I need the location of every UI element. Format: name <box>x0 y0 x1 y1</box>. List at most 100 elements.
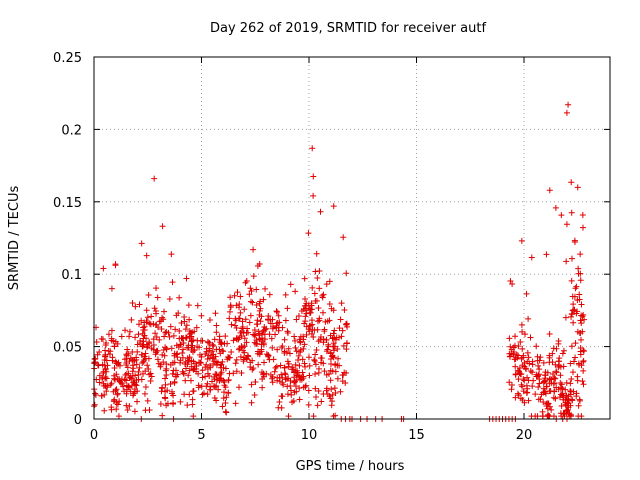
data-point <box>170 367 177 374</box>
data-point <box>105 331 112 338</box>
data-point <box>262 326 269 333</box>
data-point <box>168 251 175 258</box>
data-point <box>263 370 270 377</box>
data-point <box>205 339 212 346</box>
data-point <box>296 385 303 392</box>
data-point <box>567 360 574 367</box>
data-point <box>128 316 135 323</box>
data-point <box>206 355 213 362</box>
data-point <box>170 332 177 339</box>
data-point <box>272 364 279 371</box>
data-point <box>323 348 330 355</box>
data-point <box>271 368 278 375</box>
data-point <box>202 373 209 380</box>
data-point <box>305 354 312 361</box>
data-point <box>519 396 526 403</box>
data-point <box>247 285 254 292</box>
data-point <box>194 337 201 344</box>
data-point <box>222 365 229 372</box>
data-point <box>334 375 341 382</box>
data-point <box>138 240 145 247</box>
data-point <box>143 307 150 314</box>
data-point <box>133 354 140 361</box>
data-point <box>568 375 575 382</box>
data-point <box>209 341 216 348</box>
data-point <box>129 300 136 307</box>
data-point <box>158 384 165 391</box>
data-point <box>546 403 553 410</box>
data-point <box>571 239 578 246</box>
data-point <box>114 391 121 398</box>
data-point <box>326 301 333 308</box>
data-point <box>552 375 559 382</box>
data-point <box>265 352 272 359</box>
data-point <box>106 351 113 358</box>
data-point <box>211 395 218 402</box>
data-point <box>255 328 262 335</box>
data-point <box>579 378 586 385</box>
data-point <box>186 335 193 342</box>
data-point <box>259 375 266 382</box>
data-point <box>125 370 132 377</box>
data-point <box>154 347 161 354</box>
data-point <box>126 384 133 391</box>
data-point <box>144 397 151 404</box>
data-point <box>320 339 327 346</box>
data-point <box>254 263 261 270</box>
data-point <box>151 175 158 182</box>
data-point <box>249 299 256 306</box>
x-tick-label: 15 <box>408 428 425 443</box>
data-point <box>254 350 261 357</box>
data-point <box>301 341 308 348</box>
data-point <box>250 365 257 372</box>
data-point <box>296 396 303 403</box>
data-point <box>186 328 193 335</box>
data-point <box>574 328 581 335</box>
data-point <box>291 333 298 340</box>
data-point <box>124 407 131 414</box>
data-point <box>227 303 234 310</box>
data-point <box>326 317 333 324</box>
plot-frame <box>93 56 611 420</box>
data-point <box>236 345 243 352</box>
data-point <box>305 230 312 237</box>
data-point <box>162 375 169 382</box>
data-point <box>516 368 523 375</box>
data-point <box>248 287 255 294</box>
data-point <box>524 374 531 381</box>
data-point <box>567 391 574 398</box>
data-point <box>123 377 130 384</box>
data-point <box>527 367 534 374</box>
data-point <box>209 348 216 355</box>
data-point <box>108 285 115 292</box>
data-point <box>568 343 575 350</box>
data-point <box>570 388 577 395</box>
y-tick-label: 0.15 <box>53 196 82 211</box>
data-point <box>343 340 350 347</box>
data-point <box>141 323 148 330</box>
data-point <box>195 370 202 377</box>
data-point <box>550 345 557 352</box>
data-point <box>182 334 189 341</box>
data-point <box>153 333 160 340</box>
data-point <box>159 223 166 230</box>
data-point <box>525 397 532 404</box>
data-point <box>532 391 539 398</box>
data-point <box>167 381 174 388</box>
data-point <box>142 368 149 375</box>
data-point <box>156 318 163 325</box>
data-point <box>96 349 103 356</box>
data-point <box>226 315 233 322</box>
data-point <box>154 356 161 363</box>
data-point <box>213 346 220 353</box>
data-point <box>134 348 141 355</box>
data-point <box>202 350 209 357</box>
data-point <box>549 359 556 366</box>
data-point <box>113 386 120 393</box>
data-point <box>262 336 269 343</box>
data-point <box>92 390 99 397</box>
data-point <box>206 345 213 352</box>
data-points <box>91 101 588 422</box>
data-point <box>567 388 574 395</box>
data-point <box>195 384 202 391</box>
